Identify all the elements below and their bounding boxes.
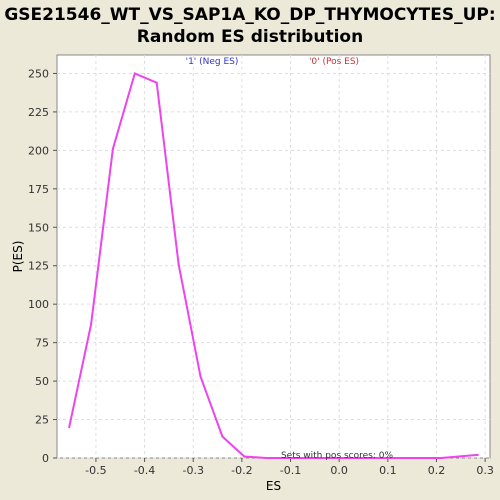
data-point (352, 457, 355, 459)
points-layer (68, 72, 479, 459)
plot-background (56, 54, 491, 459)
data-point (330, 457, 333, 459)
chart-title-line1: GSE21546_WT_VS_SAP1A_KO_DP_THYMOCYTES_UP… (4, 5, 496, 25)
data-point (457, 455, 460, 458)
data-point (396, 457, 399, 459)
x-tick-label: -0.4 (134, 464, 155, 477)
data-point (199, 375, 202, 378)
series-line (68, 72, 478, 459)
x-tick-label: 0.2 (428, 464, 446, 477)
y-tick-label: 225 (28, 106, 49, 119)
x-tick-label: -0.1 (280, 464, 301, 477)
x-tick-label: -0.5 (85, 464, 106, 477)
data-point (133, 72, 136, 75)
data-point (221, 435, 224, 438)
data-point (265, 457, 268, 459)
x-tick-label: -0.3 (182, 464, 203, 477)
data-point (155, 81, 158, 84)
legend-pos-label: '0' (Pos ES) (309, 57, 359, 67)
chart-title-line2: Random ES distribution (136, 27, 364, 47)
data-point (418, 457, 421, 459)
data-point (243, 455, 246, 458)
data-point (476, 453, 479, 456)
data-point (68, 426, 71, 429)
y-axis-label: P(ES) (11, 241, 25, 273)
y-tick-label: 25 (35, 414, 49, 427)
chart-title: GSE21546_WT_VS_SAP1A_KO_DP_THYMOCYTES_UP… (0, 4, 500, 48)
x-tick-label: 0.1 (379, 464, 397, 477)
axis-layer: -0.5 -0.4 -0.3 -0.2 -0.1 0.0 0.1 0.2 0.3 0 25 50 75 1… (28, 67, 494, 477)
data-point (374, 457, 377, 459)
y-tick-label: 200 (28, 144, 49, 157)
data-point (440, 457, 443, 459)
data-point (90, 323, 93, 326)
y-tick-label: 75 (35, 337, 49, 350)
x-tick-label: -0.2 (231, 464, 252, 477)
y-tick-label: 175 (28, 183, 49, 196)
x-axis-label: ES (266, 479, 281, 493)
data-point (308, 457, 311, 459)
data-point (287, 457, 290, 459)
y-tick-label: 150 (28, 221, 49, 234)
legend-neg-label: '1' (Neg ES) (186, 57, 239, 67)
y-tick-label: 125 (28, 260, 49, 273)
x-tick-label: 0.0 (330, 464, 348, 477)
y-tick-label: 100 (28, 298, 49, 311)
y-tick-label: 0 (42, 452, 49, 465)
data-point (177, 263, 180, 266)
x-tick-label: 0.3 (476, 464, 494, 477)
y-tick-label: 250 (28, 67, 49, 80)
y-tick-label: 50 (35, 375, 49, 388)
pos-scores-annotation: Sets with pos scores: 0% (281, 451, 394, 461)
data-point (111, 147, 114, 150)
